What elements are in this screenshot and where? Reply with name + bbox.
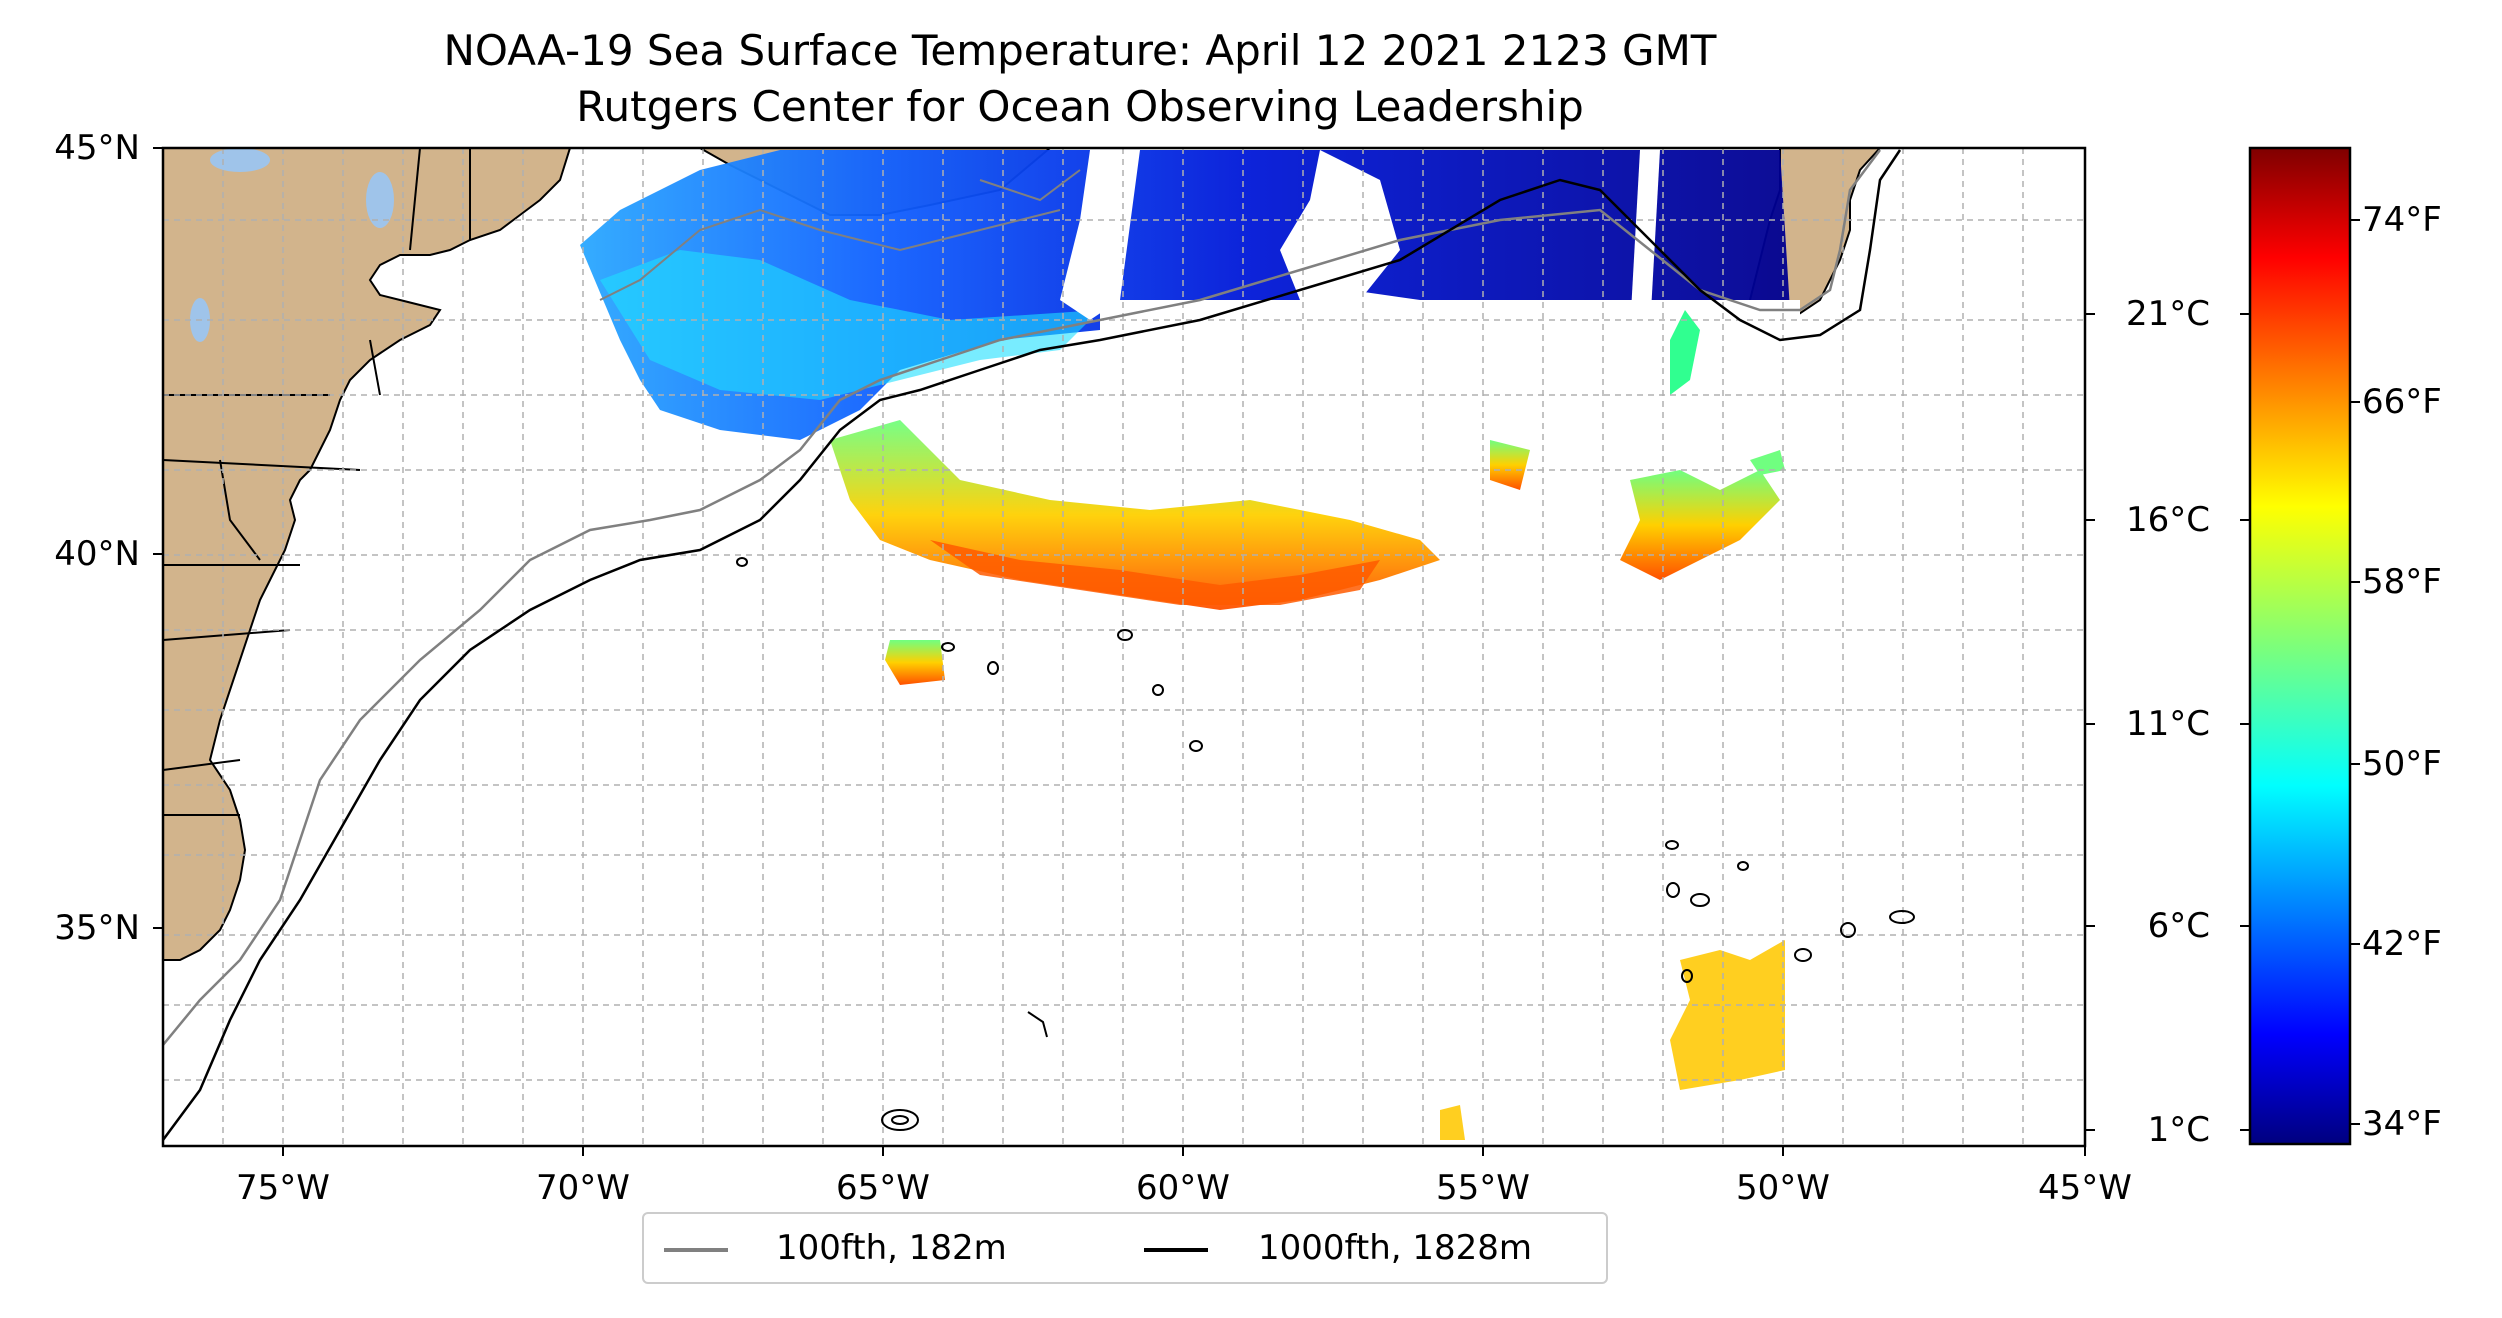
sst-hot-band: [930, 540, 1380, 605]
sst-patch: [1670, 310, 1700, 395]
sst-cyan-band: [600, 250, 1100, 400]
legend: 100fth, 182m 1000fth, 1828m: [642, 1212, 1608, 1284]
colorbar-label-16c: 16°C: [2125, 500, 2210, 540]
legend-swatch-1000fth: [1144, 1248, 1208, 1252]
map-subtitle: Rutgers Center for Ocean Observing Leade…: [576, 82, 1584, 131]
lon-label-45w: 45°W: [2038, 1168, 2132, 1208]
lon-label-60w: 60°W: [1136, 1168, 1230, 1208]
isobath-100fth: [163, 149, 1881, 1046]
lake: [366, 172, 394, 228]
lat-label-35n: 35°N: [54, 908, 140, 948]
colorbar-label-34f: 34°F: [2362, 1104, 2442, 1144]
colorbar-label-21c: 21°C: [2125, 294, 2210, 334]
lon-label-75w: 75°W: [236, 1168, 330, 1208]
legend-label-100fth: 100fth, 182m: [776, 1228, 1007, 1268]
land-area: [163, 148, 572, 961]
lon-label-70w: 70°W: [536, 1168, 630, 1208]
seamounts: [736, 557, 1915, 1131]
lon-label-55w: 55°W: [1436, 1168, 1530, 1208]
sst-patch: [1490, 440, 1530, 490]
lon-label-50w: 50°W: [1736, 1168, 1830, 1208]
colorbar-label-6c: 6°C: [2147, 906, 2210, 946]
colorbar-label-11c: 11°C: [2125, 704, 2210, 744]
axis-ticks: [153, 147, 2095, 1156]
lake: [210, 148, 270, 172]
isobath-1000fth: [163, 149, 1902, 1141]
lon-label-65w: 65°W: [836, 1168, 930, 1208]
lat-label-45n: 45°N: [54, 128, 140, 168]
sst-patch: [1620, 470, 1780, 580]
sst-patch: [885, 640, 945, 685]
sst-patch-south: [1670, 940, 1785, 1090]
map-title: NOAA-19 Sea Surface Temperature: April 1…: [443, 26, 1717, 75]
colorbar-label-66f: 66°F: [2362, 382, 2442, 422]
isobath-100fth-banks: [599, 169, 1081, 301]
colorbar-label-50f: 50°F: [2362, 744, 2442, 784]
cloud-gap: [1280, 150, 1400, 300]
colorbar-label-74f: 74°F: [2362, 200, 2442, 240]
sst-patch: [1750, 450, 1785, 475]
sst-patch: [1440, 1105, 1465, 1140]
map-frame: [161, 146, 2087, 1148]
cloud-gap: [1630, 150, 1660, 330]
colorbar-ticks: [2240, 219, 2360, 1131]
colorbar-label-58f: 58°F: [2362, 562, 2442, 602]
legend-swatch-100fth: [664, 1248, 728, 1252]
lat-label-40n: 40°N: [54, 534, 140, 574]
colorbar-label-42f: 42°F: [2362, 924, 2442, 964]
legend-label-1000fth: 1000fth, 1828m: [1258, 1228, 1533, 1268]
gridlines: [163, 148, 2085, 1146]
cloud-gap: [1060, 150, 1140, 320]
colorbar: [2248, 146, 2352, 1146]
colorbar-label-1c: 1°C: [2147, 1110, 2210, 1150]
